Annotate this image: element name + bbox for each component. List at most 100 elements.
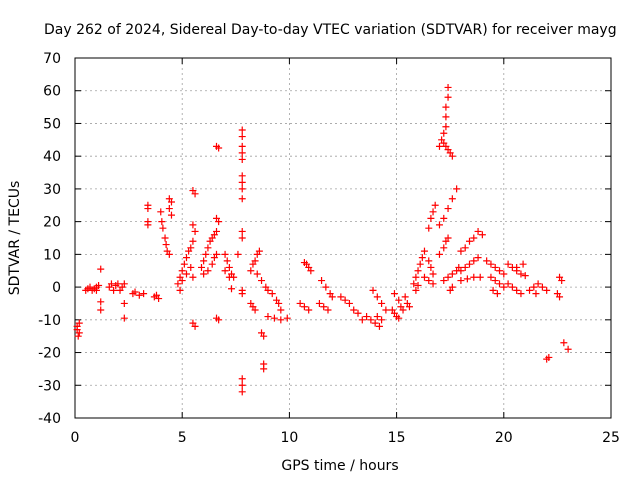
data-point [442, 103, 450, 111]
data-point [228, 285, 236, 293]
data-point [277, 316, 285, 324]
data-point [165, 205, 173, 213]
data-point [435, 142, 443, 150]
data-point [200, 257, 208, 265]
data-point [429, 280, 437, 288]
data-point [97, 298, 105, 306]
data-point [315, 299, 323, 307]
data-point [157, 208, 165, 216]
data-point [444, 234, 452, 242]
data-point [162, 241, 170, 249]
y-tick-label: 50 [43, 116, 61, 132]
data-point [238, 234, 246, 242]
data-point [255, 247, 263, 255]
data-point [165, 250, 173, 258]
plot-frame [74, 57, 612, 419]
data-point [405, 303, 413, 311]
x-axis-label: GPS time / hours [281, 458, 398, 474]
data-point [191, 322, 199, 330]
y-tick-label: -40 [38, 411, 61, 427]
data-point [337, 293, 345, 301]
data-point [474, 227, 482, 235]
data-point [427, 263, 435, 271]
data-point [367, 316, 375, 324]
data-point [120, 299, 128, 307]
data-point [470, 257, 478, 265]
data-point [500, 270, 508, 278]
data-point [238, 185, 246, 193]
data-point [448, 152, 456, 160]
data-point [444, 83, 452, 91]
data-point [215, 316, 223, 324]
data-point [131, 288, 139, 296]
data-point [283, 314, 291, 322]
data-point [470, 273, 478, 281]
data-point [496, 267, 504, 275]
data-point [176, 286, 184, 294]
data-point [440, 244, 448, 252]
data-point [448, 283, 456, 291]
data-point [191, 190, 199, 198]
data-point [358, 316, 366, 324]
data-point [140, 290, 148, 298]
data-point [487, 273, 495, 281]
data-point [221, 267, 229, 275]
data-point [465, 237, 473, 245]
x-tick-label: 20 [495, 430, 513, 446]
data-point [478, 231, 486, 239]
data-point [410, 280, 418, 288]
data-point [189, 221, 197, 229]
data-point [427, 214, 435, 222]
data-point [425, 224, 433, 232]
data-point [341, 296, 349, 304]
data-point [444, 205, 452, 213]
data-point [461, 244, 469, 252]
data-point [264, 286, 272, 294]
data-point [513, 263, 521, 271]
x-tick-label: 15 [388, 430, 406, 446]
data-point [375, 322, 383, 330]
data-point [268, 290, 276, 298]
data-point [513, 286, 521, 294]
x-tick-label: 25 [602, 430, 620, 446]
data-point [564, 345, 572, 353]
data-point [238, 126, 246, 134]
data-point [429, 208, 437, 216]
data-point [213, 227, 221, 235]
data-point [182, 254, 190, 262]
data-point [107, 280, 115, 288]
data-point [378, 316, 386, 324]
data-point [474, 254, 482, 262]
data-point [95, 281, 103, 289]
data-point [534, 280, 542, 288]
data-point [496, 280, 504, 288]
data-point [418, 254, 426, 262]
data-point [521, 272, 529, 280]
data-point [431, 201, 439, 209]
data-point [234, 250, 242, 258]
data-point [440, 277, 448, 285]
y-tick-label: 60 [43, 84, 61, 100]
data-point [350, 306, 358, 314]
data-point [110, 286, 118, 294]
data-point [74, 332, 82, 340]
data-point [120, 280, 128, 288]
data-point [225, 273, 233, 281]
data-point [264, 313, 272, 321]
data-point [296, 299, 304, 307]
data-point [457, 247, 465, 255]
data-point [328, 293, 336, 301]
data-point [260, 332, 268, 340]
data-point [517, 270, 525, 278]
data-point [543, 286, 551, 294]
data-point [97, 306, 105, 314]
data-point [416, 260, 424, 268]
data-point [189, 237, 197, 245]
data-point [159, 224, 167, 232]
data-point [305, 306, 313, 314]
data-point [491, 277, 499, 285]
data-point [225, 263, 233, 271]
data-point [444, 93, 452, 101]
data-point [395, 296, 403, 304]
data-point [191, 227, 199, 235]
